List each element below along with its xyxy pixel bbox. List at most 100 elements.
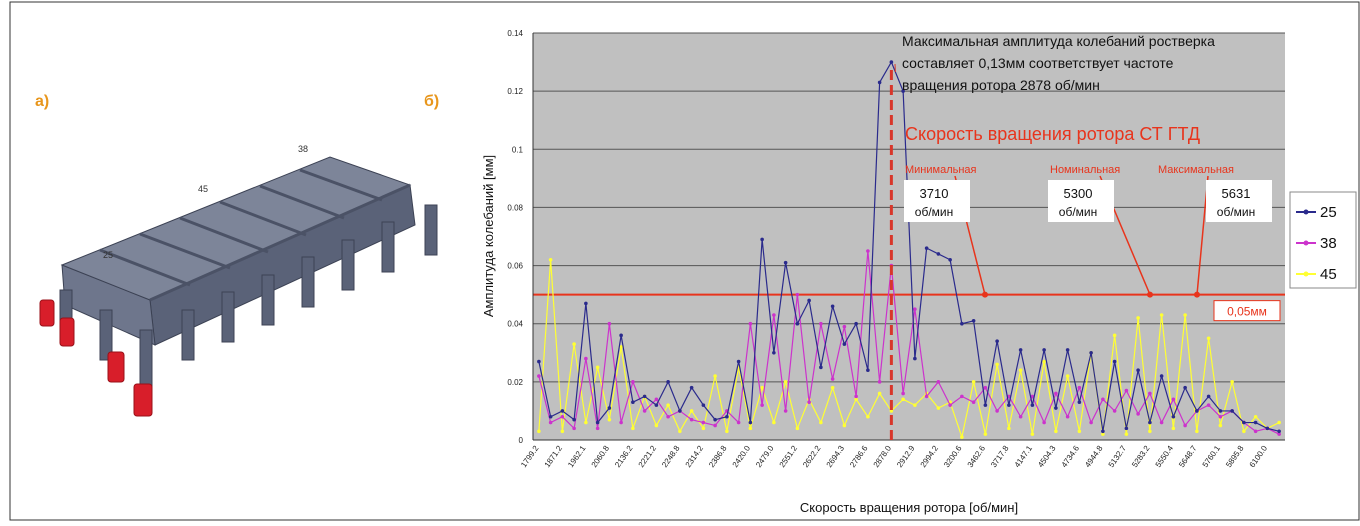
point bbox=[1172, 427, 1176, 431]
point bbox=[690, 418, 694, 422]
point bbox=[1148, 421, 1152, 425]
point bbox=[561, 429, 565, 433]
point bbox=[561, 415, 565, 419]
point bbox=[1007, 427, 1011, 431]
point bbox=[549, 421, 553, 425]
y-axis-label: Амплитуда колебаний [мм] bbox=[481, 155, 496, 317]
point bbox=[784, 380, 788, 384]
point bbox=[725, 429, 729, 433]
point bbox=[561, 409, 565, 413]
point bbox=[843, 342, 847, 346]
point bbox=[866, 415, 870, 419]
marker-unit: об/мин bbox=[915, 205, 953, 219]
point bbox=[831, 377, 835, 381]
point bbox=[1066, 348, 1070, 352]
speed-title: Скорость вращения ротора СТ ГТД bbox=[905, 124, 1200, 144]
point bbox=[901, 392, 905, 396]
point bbox=[948, 258, 952, 262]
point bbox=[690, 386, 694, 390]
point bbox=[749, 421, 753, 425]
model-label: 25 bbox=[103, 250, 113, 260]
point bbox=[960, 395, 964, 399]
point bbox=[1101, 398, 1105, 402]
point bbox=[1183, 386, 1187, 390]
point bbox=[1160, 374, 1164, 378]
point bbox=[690, 409, 694, 413]
y-tick-label: 0.04 bbox=[507, 320, 523, 329]
point bbox=[1007, 403, 1011, 407]
panel-label: а) bbox=[35, 93, 49, 110]
point bbox=[1160, 313, 1164, 317]
point bbox=[1066, 374, 1070, 378]
legend-label: 38 bbox=[1320, 235, 1337, 252]
point bbox=[913, 307, 917, 311]
point bbox=[1219, 409, 1223, 413]
marker-dot bbox=[982, 292, 988, 298]
point bbox=[655, 424, 659, 428]
point bbox=[995, 409, 999, 413]
point bbox=[1031, 432, 1035, 436]
point bbox=[725, 415, 729, 419]
y-tick-label: 0.12 bbox=[507, 87, 523, 96]
marker-value: 3710 bbox=[920, 186, 949, 201]
x-axis-label: Скорость вращения ротора [об/мин] bbox=[800, 500, 1018, 515]
point bbox=[1242, 429, 1246, 433]
point bbox=[1042, 348, 1046, 352]
point bbox=[972, 380, 976, 384]
point bbox=[972, 400, 976, 404]
point bbox=[1254, 421, 1258, 425]
point bbox=[631, 380, 635, 384]
marker-unit: об/мин bbox=[1217, 205, 1255, 219]
point bbox=[1207, 395, 1211, 399]
point bbox=[901, 398, 905, 402]
point bbox=[913, 357, 917, 361]
point bbox=[1183, 424, 1187, 428]
point bbox=[760, 403, 764, 407]
point bbox=[713, 418, 717, 422]
model-label: 38 bbox=[298, 144, 308, 154]
point bbox=[854, 395, 858, 399]
point bbox=[772, 351, 776, 355]
point bbox=[1054, 392, 1058, 396]
point bbox=[995, 339, 999, 343]
point bbox=[866, 249, 870, 253]
point bbox=[937, 380, 941, 384]
point bbox=[760, 386, 764, 390]
point bbox=[796, 293, 800, 297]
y-tick-label: 0.08 bbox=[507, 203, 523, 212]
marker-unit: об/мин bbox=[1059, 205, 1097, 219]
point bbox=[1125, 427, 1129, 431]
point bbox=[1089, 351, 1093, 355]
point bbox=[1031, 403, 1035, 407]
point bbox=[1019, 415, 1023, 419]
point bbox=[572, 342, 576, 346]
point bbox=[984, 386, 988, 390]
point bbox=[619, 334, 623, 338]
point bbox=[1230, 380, 1234, 384]
point bbox=[1136, 412, 1140, 416]
point bbox=[1078, 429, 1082, 433]
point bbox=[702, 403, 706, 407]
panel-label: б) bbox=[424, 93, 439, 110]
figure: а) б) 25 45 38 Амплитуда колебаний [мм] … bbox=[0, 0, 1360, 521]
point bbox=[1042, 421, 1046, 425]
annotation: вращения ротора 2878 об/мин bbox=[902, 77, 1100, 93]
point bbox=[1242, 421, 1246, 425]
point bbox=[1148, 429, 1152, 433]
point bbox=[1183, 313, 1187, 317]
point bbox=[678, 409, 682, 413]
point bbox=[549, 258, 553, 262]
point bbox=[1054, 406, 1058, 410]
point bbox=[960, 322, 964, 326]
point bbox=[643, 409, 647, 413]
point bbox=[631, 427, 635, 431]
point bbox=[937, 406, 941, 410]
point bbox=[995, 363, 999, 367]
point bbox=[890, 60, 894, 64]
point bbox=[1078, 400, 1082, 404]
point bbox=[866, 368, 870, 372]
point bbox=[1125, 389, 1129, 393]
point bbox=[537, 429, 541, 433]
point bbox=[584, 302, 588, 306]
point bbox=[1195, 409, 1199, 413]
